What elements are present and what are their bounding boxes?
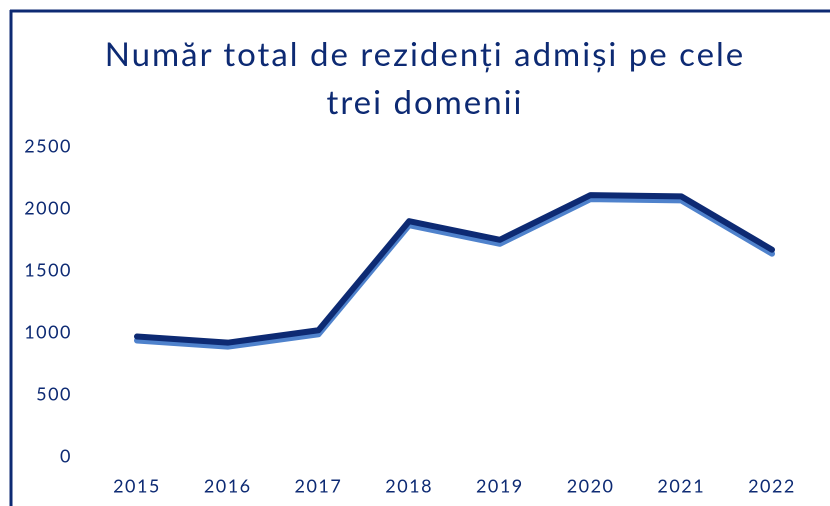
- y-tick-label: 2000: [24, 197, 72, 219]
- y-tick-label: 2500: [24, 135, 72, 157]
- x-tick-label: 2022: [748, 475, 796, 497]
- x-tick-label: 2018: [385, 475, 433, 497]
- x-tick-label: 2016: [204, 475, 252, 497]
- y-tick-label: 500: [36, 383, 72, 405]
- x-tick-label: 2019: [476, 475, 524, 497]
- data-line: [134, 192, 775, 346]
- y-tick-label: 0: [60, 445, 72, 467]
- y-tick-label: 1500: [24, 259, 72, 281]
- line-shadow: [134, 196, 775, 350]
- x-tick-label: 2021: [657, 475, 705, 497]
- x-tick-label: 2017: [295, 475, 343, 497]
- x-tick-label: 2015: [113, 475, 161, 497]
- chart-title: Număr total de rezidenți admiși pe cele …: [104, 34, 746, 122]
- y-tick-label: 1000: [24, 321, 72, 343]
- x-tick-label: 2020: [567, 475, 615, 497]
